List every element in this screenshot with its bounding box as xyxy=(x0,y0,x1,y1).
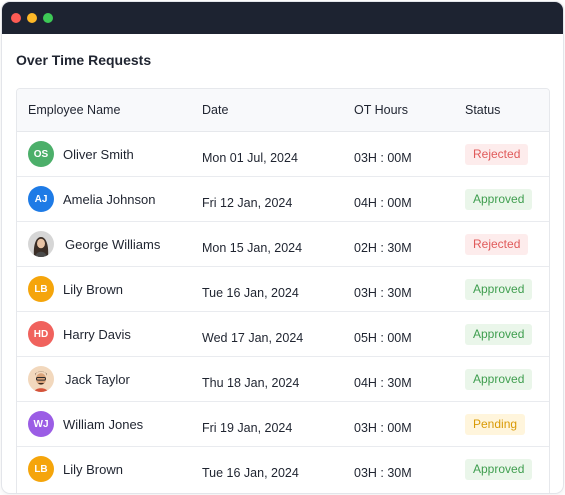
date-cell: Mon 15 Jan, 2024 xyxy=(202,241,303,255)
ot-hours-cell: 03H : 00M xyxy=(354,421,412,435)
overtime-table: Employee Name Date OT Hours Status OS Oli… xyxy=(16,88,550,493)
status-badge: Approved xyxy=(465,188,533,210)
status-badge: Approved xyxy=(465,323,533,345)
status-badge: Approved xyxy=(465,368,533,390)
status-cell: Approved xyxy=(465,357,533,401)
avatar-initials: OS xyxy=(28,141,54,167)
date-cell: Thu 18 Jan, 2024 xyxy=(202,376,300,390)
employee-cell: Jack Taylor xyxy=(28,357,130,401)
status-cell: Approved xyxy=(465,177,533,221)
employee-name: Harry Davis xyxy=(63,326,131,342)
employee-name: Oliver Smith xyxy=(63,146,134,162)
employee-cell: OS Oliver Smith xyxy=(28,132,134,176)
status-cell: Rejected xyxy=(465,132,529,176)
status-cell: Approved xyxy=(465,312,533,356)
employee-cell: WJ William Jones xyxy=(28,402,143,446)
employee-name: George Williams xyxy=(65,236,161,252)
avatar-photo xyxy=(28,366,54,392)
avatar-initials: AJ xyxy=(28,186,54,212)
status-cell: Approved xyxy=(465,267,533,311)
status-cell: Rejected xyxy=(465,222,529,266)
date-cell: Tue 16 Jan, 2024 xyxy=(202,466,299,480)
ot-hours-cell: 02H : 30M xyxy=(354,241,412,255)
date-cell: Fri 19 Jan, 2024 xyxy=(202,421,293,435)
date-cell: Tue 16 Jan, 2024 xyxy=(202,286,299,300)
column-header-ot-hours[interactable]: OT Hours xyxy=(354,103,408,117)
status-badge: Rejected xyxy=(465,233,529,255)
page-title: Over Time Requests xyxy=(16,52,152,68)
avatar-initials: LB xyxy=(28,276,54,302)
employee-cell: AJ Amelia Johnson xyxy=(28,177,156,221)
ot-hours-cell: 04H : 00M xyxy=(354,196,412,210)
employee-name: Lily Brown xyxy=(63,281,123,297)
column-header-status[interactable]: Status xyxy=(465,103,501,117)
employee-name: Lily Brown xyxy=(63,461,123,477)
window-maximize-button[interactable] xyxy=(43,13,53,23)
column-header-employee-name[interactable]: Employee Name xyxy=(28,103,121,117)
column-header-date[interactable]: Date xyxy=(202,103,229,117)
table-row[interactable]: OS Oliver Smith Mon 01 Jul, 2024 03H : 00M R… xyxy=(17,132,549,177)
employee-cell: LB Lily Brown xyxy=(28,267,123,311)
status-cell: Approved xyxy=(465,447,533,491)
employee-cell: HD Harry Davis xyxy=(28,312,131,356)
employee-cell: LB Lily Brown xyxy=(28,447,123,491)
avatar-initials: HD xyxy=(28,321,54,347)
status-badge: Approved xyxy=(465,458,533,480)
table-row[interactable]: LB Lily Brown Tue 16 Jan, 2024 03H : 30M App… xyxy=(17,267,549,312)
ot-hours-cell: 05H : 00M xyxy=(354,331,412,345)
avatar-initials: WJ xyxy=(28,411,54,437)
ot-hours-cell: 04H : 30M xyxy=(354,376,412,390)
table-header: Employee Name Date OT Hours Status xyxy=(17,89,549,132)
avatar-photo xyxy=(28,231,54,257)
employee-name: Amelia Johnson xyxy=(63,191,156,207)
table-row[interactable]: George Williams Mon 15 Jan, 2024 02H : 30M… xyxy=(17,222,549,267)
ot-hours-cell: 03H : 30M xyxy=(354,286,412,300)
table-row[interactable]: LB Lily Brown Tue 16 Jan, 2024 03H : 30M App… xyxy=(17,447,549,491)
date-cell: Wed 17 Jan, 2024 xyxy=(202,331,304,345)
status-badge: Approved xyxy=(465,278,533,300)
date-cell: Mon 01 Jul, 2024 xyxy=(202,151,298,165)
content-area: Over Time Requests Employee Name Date OT… xyxy=(2,34,563,493)
table-row[interactable]: Jack Taylor Thu 18 Jan, 2024 04H : 30M Appr… xyxy=(17,357,549,402)
window-minimize-button[interactable] xyxy=(27,13,37,23)
ot-hours-cell: 03H : 00M xyxy=(354,151,412,165)
table-row[interactable]: AJ Amelia Johnson Fri 12 Jan, 2024 04H : 00… xyxy=(17,177,549,222)
window-titlebar xyxy=(2,2,563,34)
date-cell: Fri 12 Jan, 2024 xyxy=(202,196,293,210)
table-body: OS Oliver Smith Mon 01 Jul, 2024 03H : 00M R… xyxy=(17,132,549,491)
table-row[interactable]: WJ William Jones Fri 19 Jan, 2024 03H : 00M… xyxy=(17,402,549,447)
status-badge: Pending xyxy=(465,413,526,435)
status-badge: Rejected xyxy=(465,143,529,165)
employee-name: William Jones xyxy=(63,416,144,432)
table-row[interactable]: HD Harry Davis Wed 17 Jan, 2024 05H : 00M Ap… xyxy=(17,312,549,357)
employee-cell: George Williams xyxy=(28,222,160,266)
employee-name: Jack Taylor xyxy=(65,371,130,387)
ot-hours-cell: 03H : 30M xyxy=(354,466,412,480)
status-cell: Pending xyxy=(465,402,526,446)
avatar-initials: LB xyxy=(28,456,54,482)
window-close-button[interactable] xyxy=(11,13,21,23)
